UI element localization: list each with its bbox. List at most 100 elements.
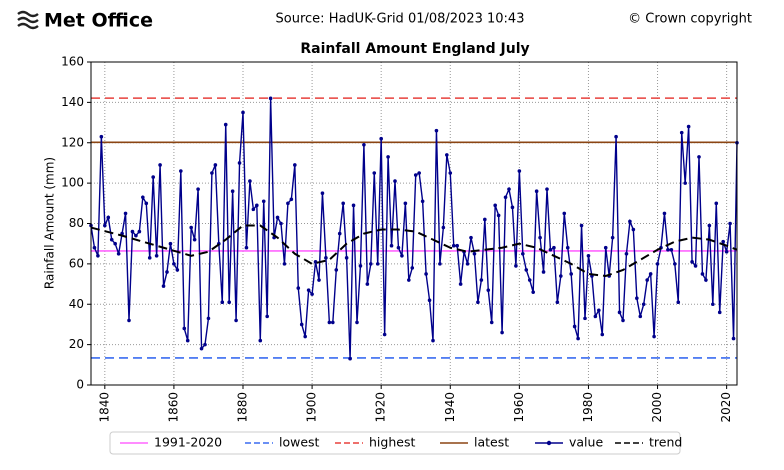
data-point bbox=[127, 318, 131, 323]
data-point bbox=[579, 223, 584, 228]
x-tick-label: 1880 bbox=[236, 392, 250, 423]
y-tick-label: 80 bbox=[69, 216, 84, 230]
data-point bbox=[683, 181, 687, 185]
data-point bbox=[147, 256, 152, 260]
data-point bbox=[648, 272, 653, 276]
data-point bbox=[524, 268, 529, 272]
data-point bbox=[337, 231, 342, 236]
data-point bbox=[451, 243, 456, 248]
data-point bbox=[251, 207, 256, 212]
data-point bbox=[489, 320, 494, 325]
data-point bbox=[393, 179, 397, 183]
data-point bbox=[151, 175, 155, 179]
data-point bbox=[662, 211, 667, 216]
data-point bbox=[189, 225, 193, 230]
data-point bbox=[676, 300, 681, 305]
data-point bbox=[289, 197, 294, 202]
data-point bbox=[324, 256, 328, 260]
data-point bbox=[389, 243, 394, 248]
data-point bbox=[206, 316, 211, 321]
data-point bbox=[165, 270, 169, 274]
source: Source: HadUK-Grid 01/08/2023 10:43 bbox=[276, 12, 525, 27]
data-point bbox=[223, 122, 228, 127]
data-point bbox=[313, 260, 318, 264]
data-point bbox=[679, 130, 684, 135]
data-point bbox=[268, 96, 273, 101]
data-point bbox=[427, 298, 432, 303]
data-point bbox=[192, 237, 197, 242]
data-point bbox=[486, 288, 491, 292]
data-point bbox=[500, 330, 504, 335]
data-point bbox=[282, 262, 287, 266]
data-point bbox=[479, 278, 484, 282]
data-point bbox=[731, 336, 736, 341]
y-axis-label: Rainfall Amount (mm) bbox=[43, 157, 57, 289]
data-point bbox=[241, 110, 245, 115]
data-point bbox=[265, 314, 269, 319]
data-point bbox=[631, 227, 636, 232]
data-point bbox=[555, 300, 560, 305]
y-tick-label: 40 bbox=[69, 297, 84, 311]
data-point bbox=[130, 229, 135, 234]
data-point bbox=[531, 290, 535, 294]
data-point bbox=[327, 320, 332, 325]
data-point bbox=[597, 308, 601, 313]
data-point bbox=[341, 201, 345, 206]
data-point bbox=[417, 171, 421, 175]
data-point bbox=[534, 189, 539, 193]
data-point bbox=[106, 215, 111, 220]
data-point bbox=[686, 124, 691, 129]
y-tick-label: 20 bbox=[69, 337, 84, 351]
data-point bbox=[379, 136, 383, 141]
data-point bbox=[455, 243, 459, 248]
data-point bbox=[116, 251, 121, 256]
data-point bbox=[237, 161, 242, 165]
data-point bbox=[103, 223, 107, 228]
data-point bbox=[213, 163, 218, 167]
x-tick-label: 1940 bbox=[443, 392, 457, 423]
data-point bbox=[220, 300, 225, 305]
data-point bbox=[310, 292, 314, 296]
data-point bbox=[331, 320, 335, 325]
data-point bbox=[234, 318, 238, 323]
data-point bbox=[372, 171, 377, 175]
data-point bbox=[552, 245, 556, 250]
data-point bbox=[610, 235, 615, 240]
data-point bbox=[196, 187, 200, 191]
data-point bbox=[317, 278, 321, 282]
data-point bbox=[669, 247, 674, 252]
data-point bbox=[161, 284, 166, 288]
data-point bbox=[296, 286, 301, 290]
data-point bbox=[693, 264, 698, 268]
data-point bbox=[403, 201, 408, 206]
data-point bbox=[628, 219, 632, 224]
data-point bbox=[576, 336, 580, 341]
data-point bbox=[396, 245, 401, 250]
data-point bbox=[527, 278, 532, 282]
data-point bbox=[210, 171, 214, 175]
x-tick-label: 1960 bbox=[512, 392, 526, 423]
data-point bbox=[248, 179, 252, 183]
data-point bbox=[603, 245, 608, 250]
data-point bbox=[413, 173, 418, 177]
x-tick-label: 1840 bbox=[97, 392, 111, 423]
data-point bbox=[92, 245, 97, 250]
trend-line bbox=[90, 224, 738, 278]
data-point bbox=[410, 266, 415, 270]
data-point bbox=[583, 316, 587, 321]
x-tick-label: 1920 bbox=[374, 392, 388, 423]
data-point bbox=[420, 199, 425, 204]
data-point bbox=[472, 251, 477, 256]
data-point bbox=[365, 282, 370, 286]
x-tick-label: 1980 bbox=[581, 392, 595, 423]
y-tick-label: 120 bbox=[61, 135, 84, 149]
legend-label: lowest bbox=[279, 435, 320, 450]
data-point bbox=[510, 205, 515, 210]
data-point bbox=[175, 268, 180, 272]
x-tick-label: 2020 bbox=[719, 392, 733, 423]
data-point bbox=[258, 338, 263, 343]
data-point bbox=[476, 300, 480, 305]
data-point bbox=[434, 128, 439, 133]
data-point bbox=[182, 326, 187, 331]
data-point bbox=[123, 211, 128, 216]
